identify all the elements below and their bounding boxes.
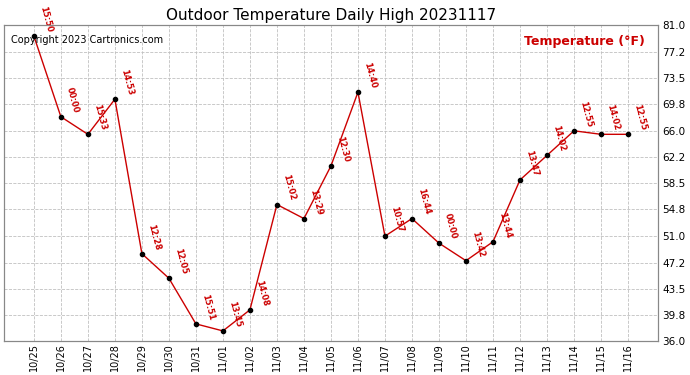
Text: 15:02: 15:02 xyxy=(281,174,297,202)
Text: 12:28: 12:28 xyxy=(146,223,161,251)
Text: 14:53: 14:53 xyxy=(119,68,135,96)
Text: 00:00: 00:00 xyxy=(443,213,459,240)
Text: 12:55: 12:55 xyxy=(578,100,594,128)
Text: 16:44: 16:44 xyxy=(416,188,432,216)
Text: Temperature (°F): Temperature (°F) xyxy=(524,35,644,48)
Text: 13:44: 13:44 xyxy=(497,211,513,239)
Text: 12:05: 12:05 xyxy=(173,247,188,276)
Text: 14:02: 14:02 xyxy=(605,104,621,132)
Text: 14:02: 14:02 xyxy=(551,124,566,153)
Text: 14:40: 14:40 xyxy=(362,61,377,89)
Text: 12:55: 12:55 xyxy=(632,103,648,132)
Text: 10:57: 10:57 xyxy=(389,205,405,233)
Text: 13:29: 13:29 xyxy=(308,188,324,216)
Text: Copyright 2023 Cartronics.com: Copyright 2023 Cartronics.com xyxy=(11,35,163,45)
Text: 14:08: 14:08 xyxy=(254,279,270,307)
Text: 15:51: 15:51 xyxy=(200,293,216,321)
Text: 13:45: 13:45 xyxy=(227,300,243,328)
Text: 15:33: 15:33 xyxy=(92,104,108,132)
Text: 12:30: 12:30 xyxy=(335,135,351,163)
Text: 13:47: 13:47 xyxy=(524,149,540,177)
Text: 13:42: 13:42 xyxy=(470,230,486,258)
Text: 00:00: 00:00 xyxy=(65,86,81,114)
Text: 15:50: 15:50 xyxy=(38,5,54,33)
Title: Outdoor Temperature Daily High 20231117: Outdoor Temperature Daily High 20231117 xyxy=(166,8,496,23)
